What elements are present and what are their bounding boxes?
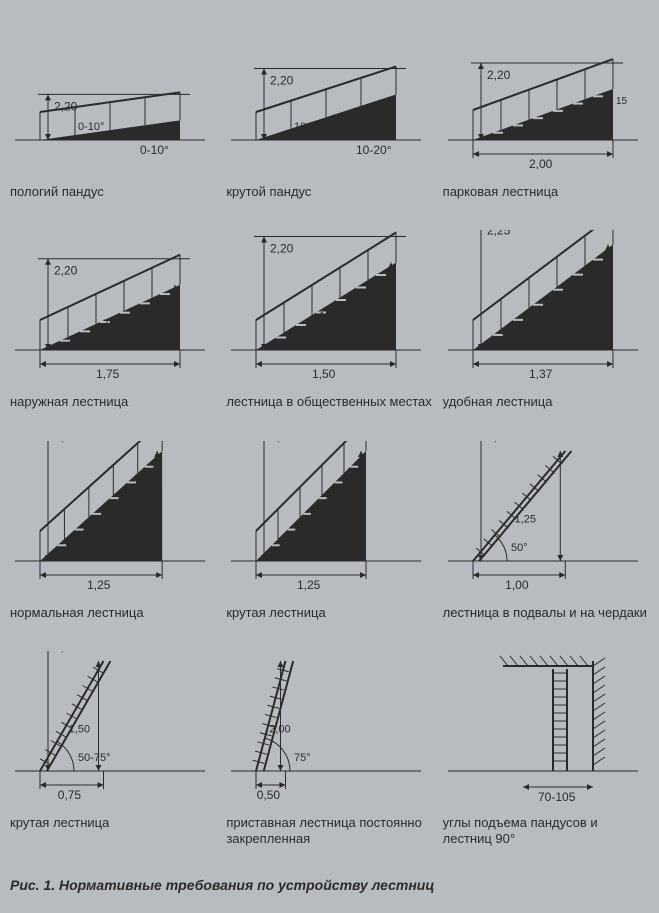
svg-text:1,25: 1,25 — [297, 578, 321, 592]
diagram-d12: 70-105 углы подъема пандусов и лестниц 90… — [443, 651, 649, 848]
svg-text:1,25: 1,25 — [514, 513, 535, 525]
diagram-label: удобная лестница — [443, 394, 553, 410]
svg-text:45°: 45° — [294, 542, 311, 554]
diagram-svg: 2,25 35-40° 1,00 1,37 — [443, 230, 643, 390]
diagram-d4: 2,20 25° 75 1,75 наружная лестница — [10, 230, 216, 410]
diagram-label: крутой пандус — [226, 184, 311, 200]
svg-text:0-10°: 0-10° — [140, 143, 169, 157]
svg-text:2,30: 2,30 — [54, 651, 78, 654]
svg-text:50-75°: 50-75° — [78, 752, 111, 764]
svg-text:1,50: 1,50 — [312, 367, 336, 381]
diagram-d7: 2,30 40-45° 1,12 1,25 нормальная лестница — [10, 441, 216, 621]
svg-text:70-105: 70-105 — [538, 790, 576, 804]
diagram-d2: 2,20 10-20° 10-20° крутой пандус — [226, 20, 432, 200]
svg-text:1,00: 1,00 — [319, 311, 340, 323]
diagram-d6: 2,25 35-40° 1,00 1,37 удобная лестница — [443, 230, 649, 410]
diagram-svg: 50 15 2,20 2,00 — [443, 20, 643, 180]
diagram-svg: 2,20 25° 75 1,75 — [10, 230, 210, 390]
svg-text:1,80: 1,80 — [487, 441, 511, 444]
diagram-label: нормальная лестница — [10, 605, 144, 621]
svg-text:1,25: 1,25 — [306, 513, 327, 525]
diagram-svg: 75° 2,00 0,50 — [226, 651, 426, 811]
svg-text:1,25: 1,25 — [87, 578, 111, 592]
diagram-d10: 2,30 50-75° 1,50 0,75 крутая лестница — [10, 651, 216, 848]
svg-text:30-35°: 30-35° — [294, 331, 327, 343]
diagram-svg: 2,30 40-45° 1,12 1,25 — [10, 441, 210, 601]
svg-text:0,75: 0,75 — [58, 788, 82, 802]
diagram-label: пологий пандус — [10, 184, 104, 200]
diagram-svg: 2,30 50-75° 1,50 0,75 — [10, 651, 210, 811]
svg-text:50°: 50° — [511, 542, 528, 554]
svg-text:10-20°: 10-20° — [294, 121, 327, 133]
diagram-label: парковая лестница — [443, 184, 559, 200]
svg-text:2,20: 2,20 — [270, 74, 294, 88]
svg-text:2,25: 2,25 — [487, 230, 511, 238]
svg-text:25°: 25° — [78, 331, 95, 343]
svg-text:2,20: 2,20 — [487, 68, 511, 82]
svg-text:1,12: 1,12 — [95, 513, 116, 525]
diagram-svg: 1,80 50° 1,25 1,00 — [443, 441, 643, 601]
diagram-d9: 1,80 50° 1,25 1,00 лестница в подвалы и на ч… — [443, 441, 649, 621]
svg-text:10-20°: 10-20° — [356, 143, 392, 157]
diagram-svg: 70-105 — [443, 651, 643, 811]
svg-text:50: 50 — [578, 127, 590, 138]
svg-text:2,20: 2,20 — [54, 264, 78, 278]
svg-text:40-45°: 40-45° — [78, 542, 111, 554]
diagram-d5: 2,20 30-35° 1,00 1,50 лестница в общественны… — [226, 230, 432, 410]
svg-text:35-40°: 35-40° — [511, 331, 544, 343]
svg-text:1,50: 1,50 — [69, 723, 90, 735]
svg-text:1,00: 1,00 — [536, 304, 557, 316]
diagram-label: крутая лестница — [10, 815, 109, 831]
diagram-d11: 75° 2,00 0,50 приставная лестница постоянно… — [226, 651, 432, 848]
svg-text:0-10°: 0-10° — [78, 121, 104, 133]
diagram-label: лестница в подвалы и на чердаки — [443, 605, 647, 621]
svg-text:2,20: 2,20 — [54, 99, 78, 113]
diagram-svg: 2,40 45° 1,25 1,25 — [226, 441, 426, 601]
svg-text:2,00: 2,00 — [529, 157, 553, 171]
svg-text:75: 75 — [103, 318, 115, 330]
svg-text:2,30: 2,30 — [54, 441, 78, 444]
diagram-svg: 2,200-10°0-10° — [10, 20, 210, 180]
diagram-d3: 50 15 2,20 2,00 парковая лестница — [443, 20, 649, 200]
svg-text:15: 15 — [616, 96, 628, 107]
diagram-label: лестница в общественных местах — [226, 394, 431, 410]
svg-text:75°: 75° — [294, 752, 311, 764]
svg-text:1,37: 1,37 — [529, 367, 553, 381]
svg-text:2,00: 2,00 — [270, 723, 291, 735]
svg-text:1,00: 1,00 — [505, 578, 529, 592]
diagram-d8: 2,40 45° 1,25 1,25 крутая лестница — [226, 441, 432, 621]
diagram-label: приставная лестница постоянно закрепленн… — [226, 815, 432, 848]
diagram-label: наружная лестница — [10, 394, 128, 410]
svg-text:2,20: 2,20 — [270, 242, 294, 256]
diagram-grid: 2,200-10°0-10°пологий пандус2,2010-20°10… — [10, 20, 649, 847]
svg-text:2,40: 2,40 — [270, 441, 294, 444]
diagram-svg: 2,20 30-35° 1,00 1,50 — [226, 230, 426, 390]
svg-text:0,50: 0,50 — [257, 788, 281, 802]
diagram-d1: 2,200-10°0-10°пологий пандус — [10, 20, 216, 200]
figure-caption: Рис. 1. Нормативные требования по устрой… — [10, 877, 649, 893]
diagram-svg: 2,20 10-20° 10-20° — [226, 20, 426, 180]
diagram-label: крутая лестница — [226, 605, 325, 621]
svg-text:1,75: 1,75 — [96, 367, 120, 381]
diagram-label: углы подъема пандусов и лестниц 90° — [443, 815, 649, 848]
